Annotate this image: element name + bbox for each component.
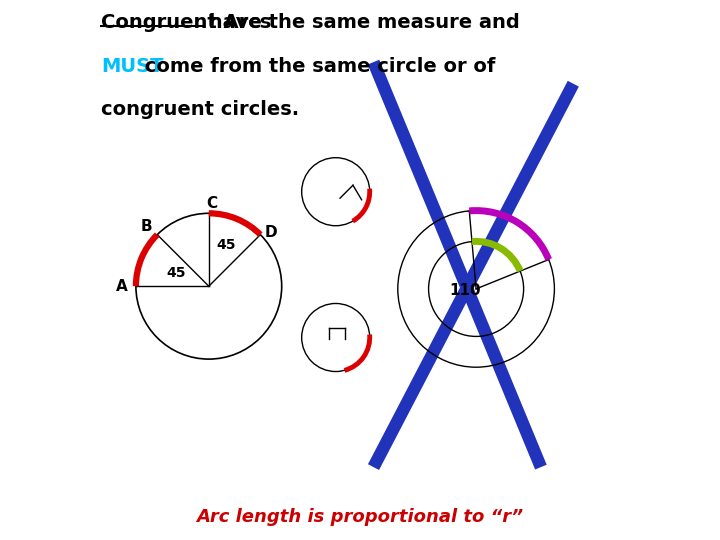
Text: A: A [116,279,127,294]
Text: Congruent Arcs: Congruent Arcs [101,14,271,32]
Text: 45: 45 [166,266,186,280]
Text: MUST: MUST [101,57,163,76]
Text: 45: 45 [216,238,235,252]
Text: 110: 110 [449,283,481,298]
Text: D: D [265,225,277,240]
Text: come from the same circle or of: come from the same circle or of [138,57,495,76]
Text: congruent circles.: congruent circles. [101,100,299,119]
Text: have the same measure and: have the same measure and [202,14,520,32]
Text: B: B [140,219,152,233]
Text: C: C [206,196,217,211]
Text: Arc length is proportional to “r”: Arc length is proportional to “r” [197,508,523,526]
